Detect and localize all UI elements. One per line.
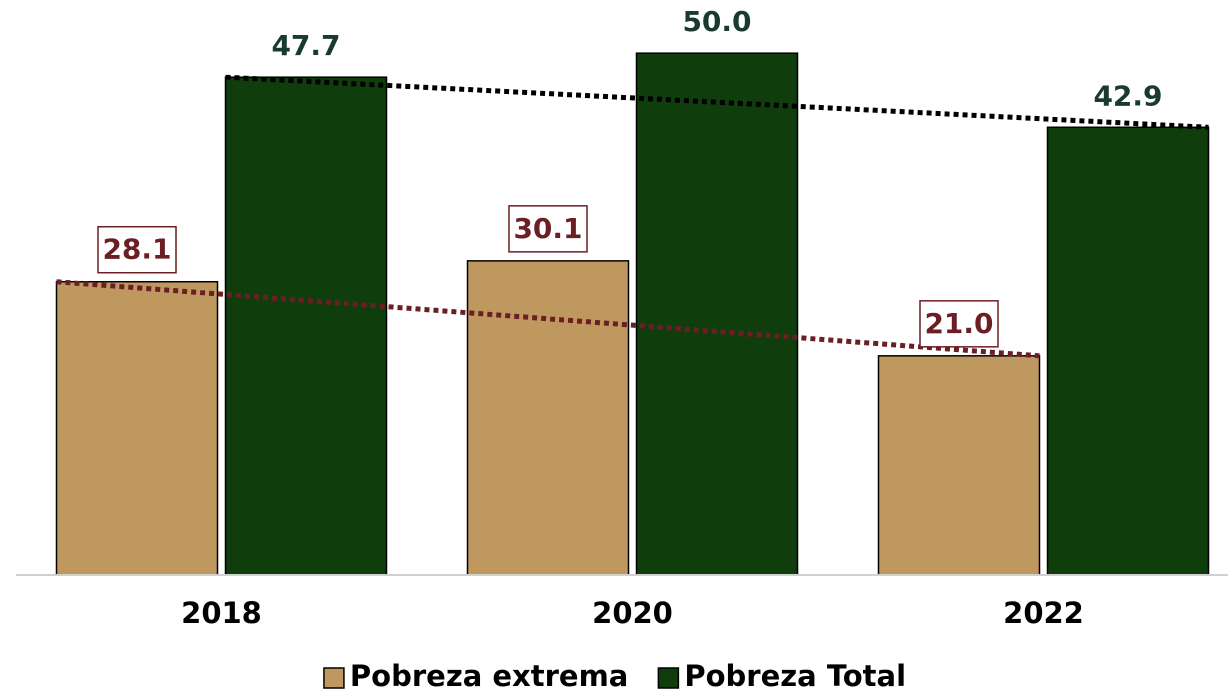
data-label: 28.1 (102, 233, 171, 266)
trendline (56, 279, 1040, 359)
bar (55, 280, 219, 576)
data-label: 47.7 (271, 29, 340, 62)
x-tick-label: 2018 (181, 596, 262, 630)
label-box (97, 225, 177, 274)
data-label: 42.9 (1093, 79, 1162, 112)
legend-label: Pobreza extrema (350, 659, 628, 693)
label-box (508, 205, 588, 253)
data-label: 50.0 (682, 5, 751, 38)
label-box (919, 300, 999, 348)
x-tick-label: 2020 (592, 596, 673, 630)
data-label: 30.1 (513, 212, 582, 245)
x-tick-label: 2022 (1003, 596, 1084, 630)
trendline (225, 74, 1209, 130)
bar (877, 355, 1041, 576)
bar (635, 52, 799, 576)
data-label: 21.0 (924, 307, 993, 340)
legend-label: Pobreza Total (684, 659, 906, 693)
bar (1046, 126, 1210, 576)
legend-swatch (323, 667, 345, 689)
bar (224, 76, 388, 576)
bar (466, 260, 630, 576)
legend-swatch (657, 667, 680, 689)
